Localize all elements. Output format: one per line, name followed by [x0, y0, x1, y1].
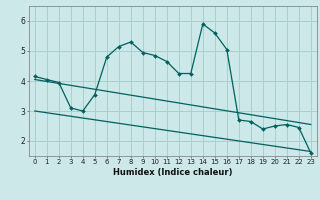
X-axis label: Humidex (Indice chaleur): Humidex (Indice chaleur) [113, 168, 233, 177]
